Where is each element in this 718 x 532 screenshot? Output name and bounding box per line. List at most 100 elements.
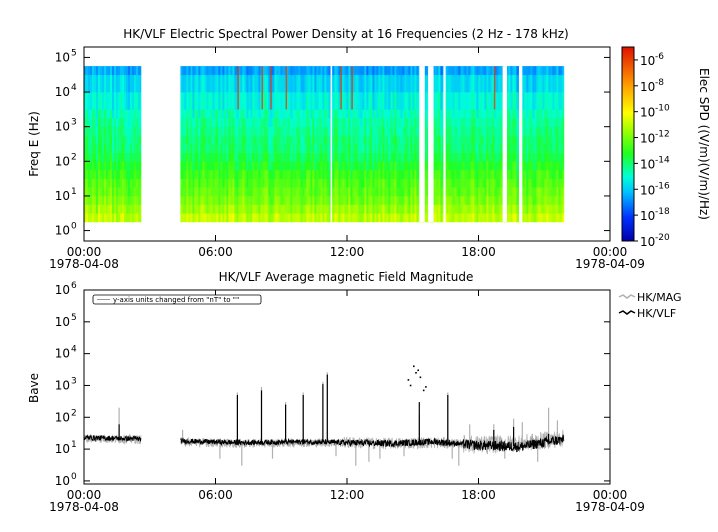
heat-cell: [310, 204, 313, 214]
heat-cell: [200, 195, 203, 205]
heat-cell: [356, 66, 359, 76]
heat-cell: [194, 170, 197, 179]
heat-cell: [560, 204, 563, 214]
heat-cell: [434, 109, 437, 119]
heat-cell: [382, 204, 385, 214]
heat-cell: [258, 92, 261, 110]
heat-cell: [516, 118, 519, 127]
heat-cell: [394, 135, 397, 145]
heat-cell: [116, 109, 119, 119]
heat-cell: [526, 74, 529, 93]
heat-cell: [272, 92, 275, 110]
heat-cell: [84, 187, 87, 197]
heat-cell: [102, 161, 105, 171]
heat-cell: [404, 92, 407, 110]
heat-cell: [368, 213, 371, 223]
heat-cell: [250, 74, 253, 93]
heat-cell: [202, 178, 205, 188]
heat-cell: [180, 178, 183, 188]
heat-cell: [258, 213, 261, 223]
heat-cell: [546, 178, 549, 188]
heat-cell: [210, 109, 213, 119]
heat-cell: [304, 161, 307, 171]
heat-cell: [196, 144, 199, 153]
heat-cell: [92, 144, 95, 153]
heat-cell: [208, 161, 211, 171]
heat-cell: [324, 170, 327, 179]
heat-cell: [320, 74, 323, 93]
heat-cell: [98, 144, 101, 153]
heat-cell: [456, 126, 459, 136]
heat-cell: [300, 170, 303, 179]
heat-cell: [314, 204, 317, 214]
heat-cell: [108, 109, 111, 119]
heat-cell: [108, 161, 111, 171]
heat-cell: [530, 161, 533, 171]
heat-cell: [402, 213, 405, 223]
heat-cell: [352, 126, 355, 136]
heat-cell: [546, 66, 549, 76]
heat-cell: [232, 195, 235, 205]
heat-cell: [136, 178, 139, 188]
heat-cell: [308, 195, 311, 205]
heat-cell: [426, 66, 429, 76]
heat-cell: [350, 204, 353, 214]
heat-cell: [426, 118, 429, 127]
heat-cell: [496, 144, 499, 153]
heat-cell: [284, 178, 287, 188]
heat-cell: [410, 135, 413, 145]
heat-cell: [248, 161, 251, 171]
heat-cell: [194, 109, 197, 119]
heat-cell: [106, 66, 109, 76]
heat-cell: [84, 178, 87, 188]
heat-cell: [282, 92, 285, 110]
heat-cell: [488, 178, 491, 188]
heat-cell: [536, 66, 539, 76]
heat-cell: [346, 152, 349, 162]
heat-cell: [120, 144, 123, 153]
heat-cell: [338, 161, 341, 171]
heat-cell: [440, 178, 443, 188]
heat-cell: [474, 204, 477, 214]
heat-cell: [268, 118, 271, 127]
heat-cell: [512, 204, 515, 214]
heat-cell: [376, 109, 379, 119]
heat-cell: [380, 204, 383, 214]
heat-cell: [88, 126, 91, 136]
heat-cell: [400, 178, 403, 188]
heat-cell: [278, 74, 281, 93]
heat-cell: [258, 66, 261, 76]
heat-cell: [244, 195, 247, 205]
heat-cell: [462, 213, 465, 223]
heat-cell: [184, 213, 187, 223]
heat-cell: [214, 178, 217, 188]
heat-cell: [560, 126, 563, 136]
heat-cell: [532, 195, 535, 205]
heat-cell: [136, 170, 139, 179]
heat-cell: [124, 170, 127, 179]
heat-cell: [212, 213, 215, 223]
heat-cell: [192, 144, 195, 153]
heat-cell: [110, 187, 113, 197]
heat-cell: [114, 66, 117, 76]
heat-cell: [370, 135, 373, 145]
legend-label-hkmag: HK/MAG: [637, 291, 682, 304]
heat-cell: [484, 126, 487, 136]
heat-cell: [116, 204, 119, 214]
heat-cell: [290, 204, 293, 214]
heat-cell: [234, 109, 237, 119]
heat-cell: [396, 118, 399, 127]
bfield-frame: [83, 289, 611, 485]
heat-cell: [196, 213, 199, 223]
heat-cell: [308, 170, 311, 179]
heat-cell: [88, 74, 91, 93]
heat-cell: [398, 178, 401, 188]
heat-cell: [548, 187, 551, 197]
heat-cell: [296, 92, 299, 110]
heat-cell: [358, 204, 361, 214]
heat-cell: [116, 74, 119, 93]
spectrogram-heatmap: [84, 66, 565, 223]
heat-cell: [392, 213, 395, 223]
heat-cell: [106, 126, 109, 136]
heat-cell: [226, 135, 229, 145]
